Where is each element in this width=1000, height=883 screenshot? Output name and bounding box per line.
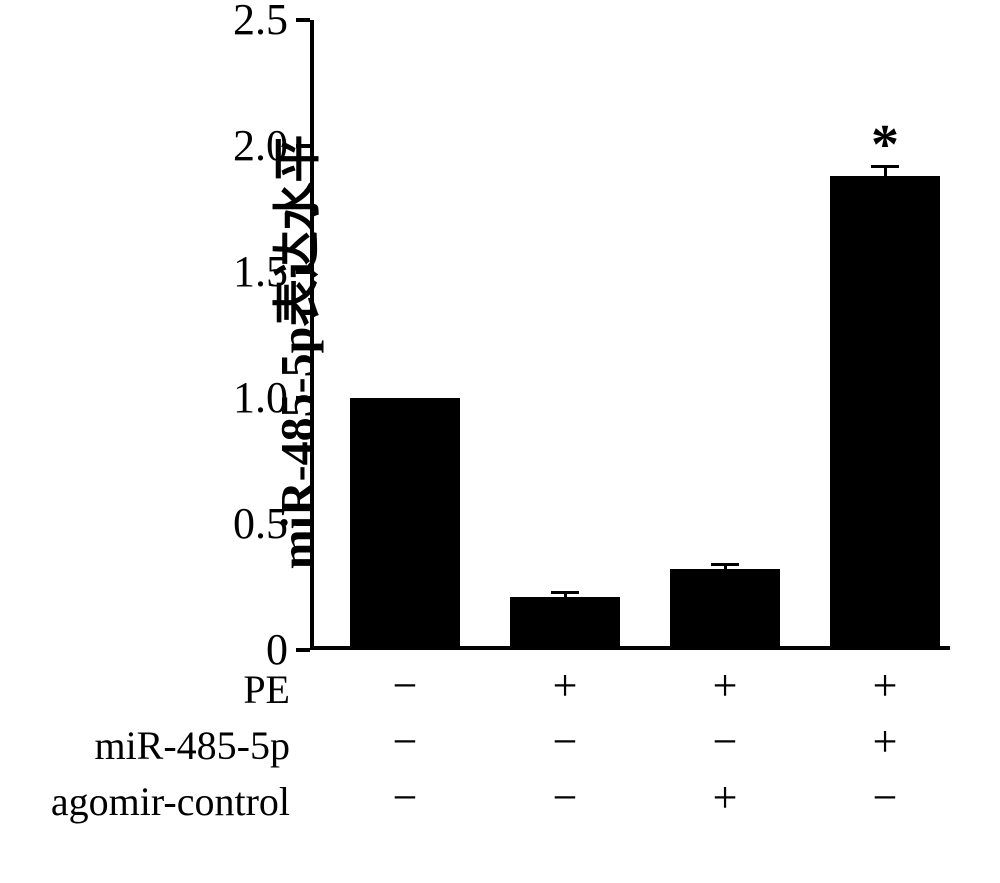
error-cap <box>711 563 739 566</box>
condition-cell: − <box>393 776 418 820</box>
y-tick-label: 1.0 <box>168 372 288 423</box>
y-tick-label: 0.5 <box>168 498 288 549</box>
bar <box>350 398 460 650</box>
condition-cell: − <box>713 720 738 764</box>
condition-row-label: miR-485-5p <box>0 722 290 769</box>
condition-cell: − <box>393 664 418 708</box>
y-tick-label: 1.5 <box>168 246 288 297</box>
bar <box>670 569 780 650</box>
condition-row-label: agomir-control <box>0 778 290 825</box>
condition-cell: + <box>873 720 898 764</box>
condition-row-label: PE <box>0 666 290 713</box>
figure: miR-485-5p表达水平 00.51.01.52.02.5 * PE−+++… <box>0 0 1000 883</box>
significance-marker: * <box>871 113 899 177</box>
bar <box>830 176 940 650</box>
condition-cell: + <box>553 664 578 708</box>
y-tick <box>296 648 310 652</box>
y-tick <box>296 396 310 400</box>
condition-cell: − <box>393 720 418 764</box>
condition-cell: + <box>873 664 898 708</box>
error-cap <box>551 591 579 594</box>
y-tick <box>296 144 310 148</box>
bar <box>510 597 620 650</box>
y-tick-label: 2.0 <box>168 120 288 171</box>
y-tick <box>296 270 310 274</box>
condition-cell: − <box>553 720 578 764</box>
condition-cell: − <box>553 776 578 820</box>
condition-cell: + <box>713 776 738 820</box>
condition-cell: − <box>873 776 898 820</box>
y-tick-label: 2.5 <box>168 0 288 45</box>
condition-cell: + <box>713 664 738 708</box>
y-tick <box>296 522 310 526</box>
y-tick <box>296 18 310 22</box>
